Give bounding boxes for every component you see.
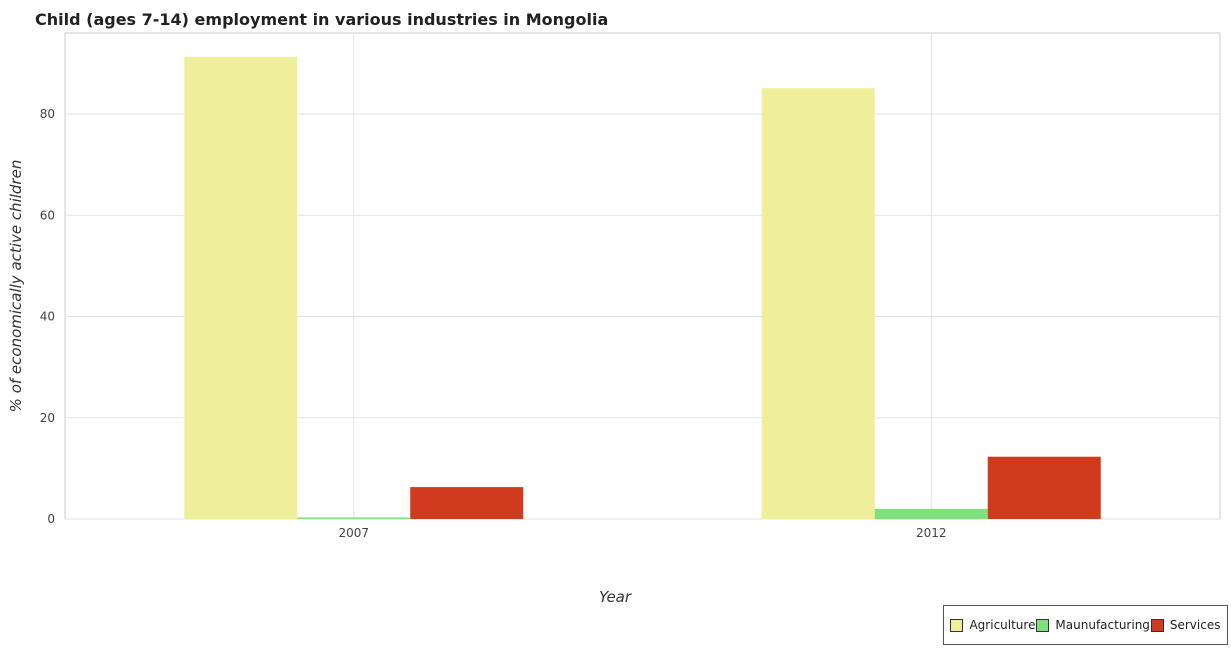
y-tick-label: 80 <box>40 107 55 121</box>
bar-services-2012 <box>987 456 1101 519</box>
bar-agriculture-2012 <box>761 88 875 520</box>
y-tick-label: 60 <box>40 208 55 222</box>
bar-maunufacturing-2007 <box>297 517 411 519</box>
legend-swatch-services <box>1150 618 1164 632</box>
bar-services-2007 <box>410 487 524 519</box>
y-tick-label: 0 <box>47 512 55 526</box>
legend-label-manufacturing: Maunufacturing <box>1055 618 1150 632</box>
x-tick-label: 2007 <box>338 526 369 540</box>
legend-item-agriculture: Agriculture <box>950 618 1035 632</box>
x-axis-label: Year <box>599 588 632 606</box>
legend-item-services: Services <box>1150 618 1221 632</box>
legend-label-services: Services <box>1169 618 1221 632</box>
legend-item-manufacturing: Maunufacturing <box>1036 618 1150 632</box>
bar-agriculture-2007 <box>184 56 298 519</box>
plot-area: 0 20 40 60 80 2007 2012 <box>40 32 1221 540</box>
legend-swatch-agriculture <box>950 618 964 632</box>
x-tick-label: 2012 <box>916 526 947 540</box>
bar-maunufacturing-2012 <box>874 508 988 519</box>
y-tick-label: 20 <box>40 411 55 425</box>
y-axis-label: % of economically active children <box>7 160 25 413</box>
y-tick-label: 40 <box>40 310 55 324</box>
legend: Agriculture Maunufacturing Services <box>943 605 1228 645</box>
chart-title: Child (ages 7-14) employment in various … <box>35 10 608 29</box>
legend-label-agriculture: Agriculture <box>969 618 1036 632</box>
legend-swatch-manufacturing <box>1036 618 1050 632</box>
